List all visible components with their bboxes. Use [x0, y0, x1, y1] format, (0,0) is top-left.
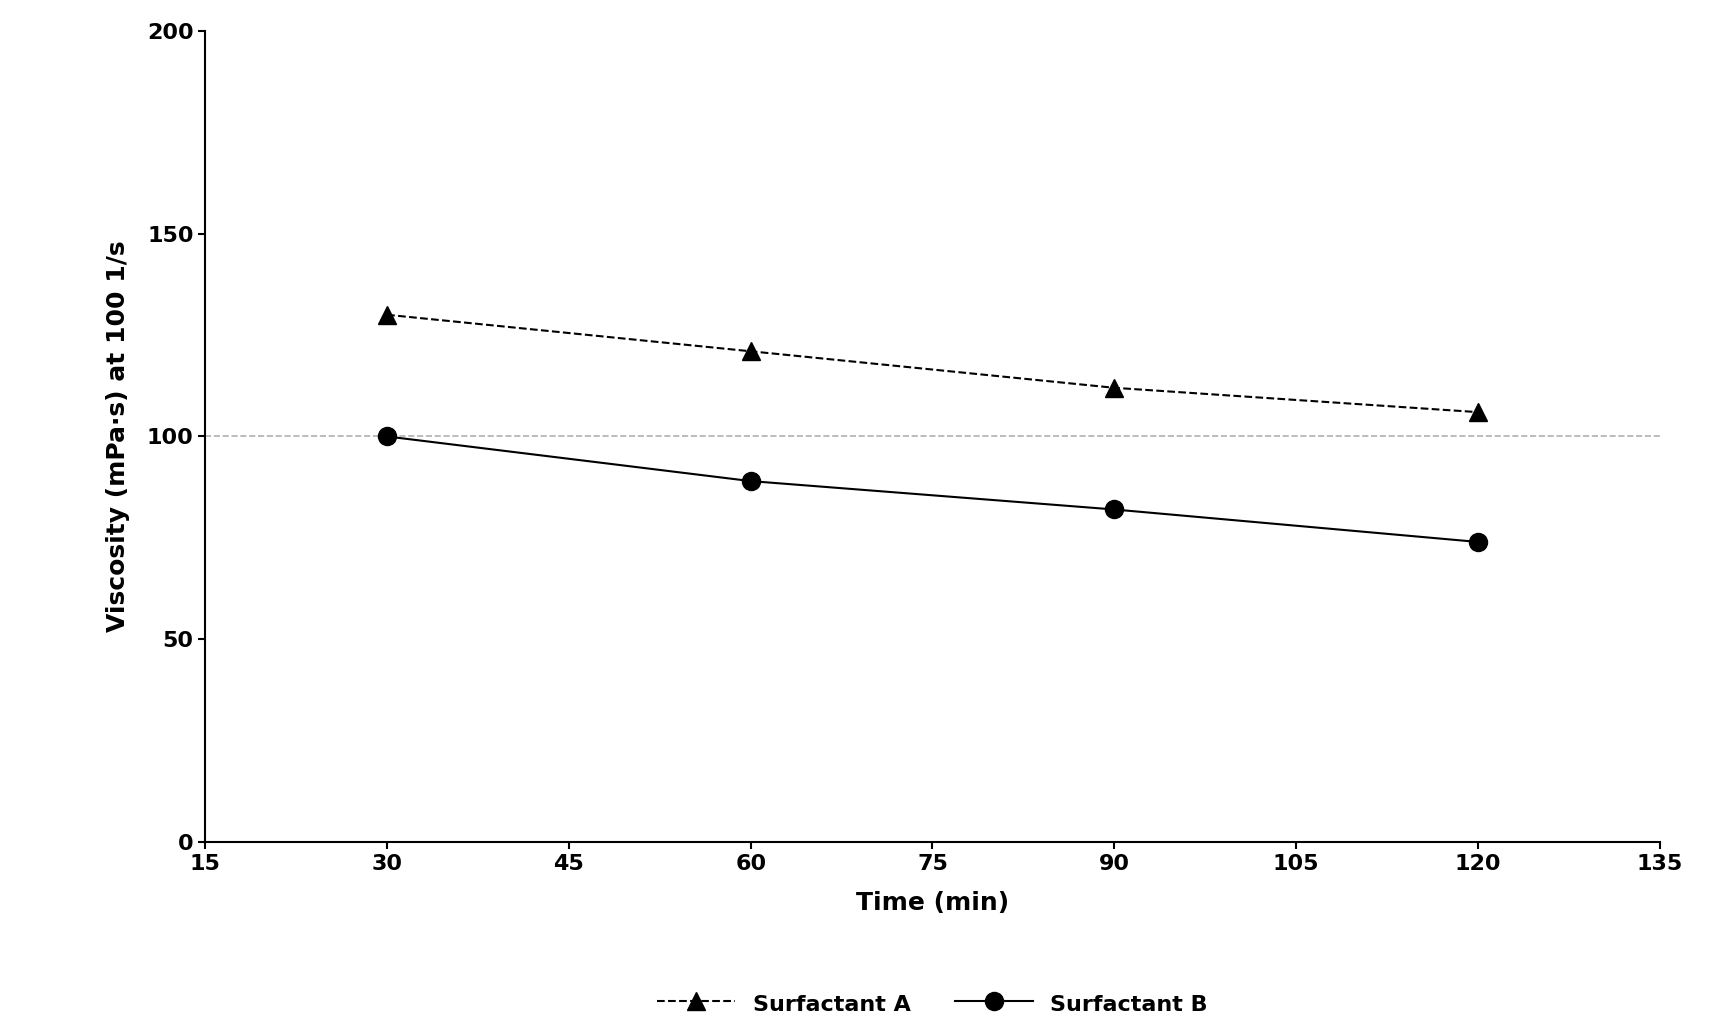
Surfactant A: [1104, 382, 1124, 394]
Surfactant B: [1468, 536, 1489, 548]
Surfactant B: [376, 430, 397, 443]
Surfactant A: [741, 345, 761, 357]
Line: Surfactant B: Surfactant B: [378, 427, 1487, 550]
X-axis label: Time (min): Time (min): [856, 890, 1009, 915]
Surfactant A: [376, 309, 397, 321]
Y-axis label: Viscosity (mPa·s) at 100 1/s: Viscosity (mPa·s) at 100 1/s: [106, 240, 130, 633]
Surfactant B: [1104, 503, 1124, 516]
Surfactant A: [1468, 406, 1489, 418]
Surfactant B: [741, 474, 761, 487]
Line: Surfactant A: Surfactant A: [378, 306, 1487, 421]
Legend: Surfactant A, Surfactant B: Surfactant A, Surfactant B: [648, 983, 1217, 1024]
